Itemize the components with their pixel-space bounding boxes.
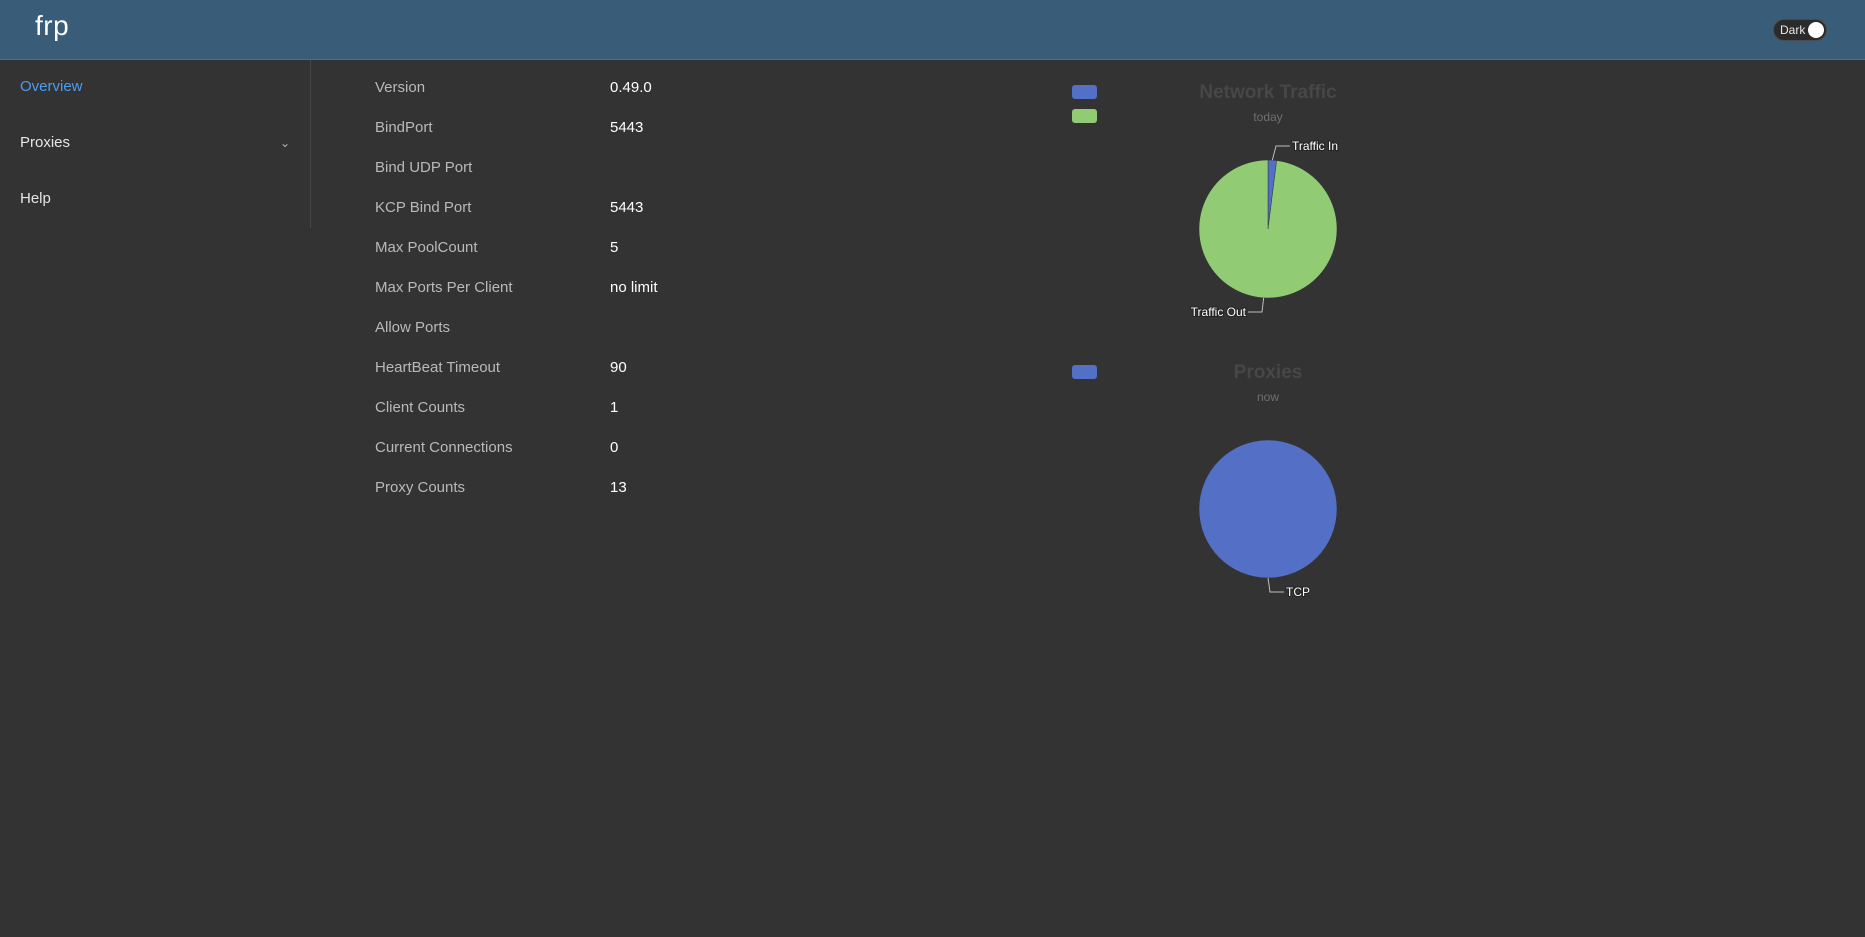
slice-label: Traffic In — [1292, 139, 1338, 153]
info-value: 13 — [610, 479, 627, 496]
top-header: frp Dark — [0, 0, 1865, 60]
info-value: 5443 — [610, 119, 644, 136]
chart-title: Proxies — [1233, 362, 1303, 383]
dark-mode-toggle[interactable]: Dark — [1773, 19, 1827, 41]
dark-mode-label: Dark — [1780, 23, 1806, 37]
info-value: 0.49.0 — [610, 79, 652, 96]
proxies-chart: Proxies now — [1118, 358, 1418, 618]
sidebar-item-proxies[interactable]: Proxies ⌄ — [20, 123, 290, 163]
info-label: KCP Bind Port — [375, 199, 472, 216]
info-label: Current Connections — [375, 439, 513, 456]
info-label: Version — [375, 79, 426, 96]
info-label: Max PoolCount — [375, 239, 478, 256]
network-traffic-pie: Traffic In Traffic Out — [1190, 138, 1339, 320]
sidebar-item-help[interactable]: Help — [20, 179, 290, 219]
proxies-pie: TCP — [1198, 439, 1338, 600]
toggle-knob-icon — [1808, 22, 1824, 38]
pie-slice-traffic-out[interactable] — [1198, 159, 1338, 299]
info-value: 0 — [610, 439, 619, 456]
info-label: Max Ports Per Client — [375, 279, 513, 296]
label-leader-line — [1248, 297, 1265, 313]
info-label: Client Counts — [375, 399, 466, 416]
info-value: 90 — [610, 359, 627, 376]
label-leader-line — [1271, 145, 1290, 161]
app-brand[interactable]: frp — [35, 10, 70, 41]
slice-label: Traffic Out — [1191, 305, 1247, 319]
pie-slice-tcp[interactable] — [1198, 439, 1338, 579]
sidebar: Overview Proxies ⌄ Help — [0, 60, 311, 228]
legend-swatch-tcp[interactable] — [1072, 365, 1097, 379]
chevron-down-icon: ⌄ — [279, 136, 290, 150]
info-label: Proxy Counts — [375, 479, 466, 496]
info-value: no limit — [610, 279, 658, 296]
slice-label: TCP — [1286, 585, 1310, 599]
chart-subtitle: now — [1256, 390, 1279, 404]
chart-title: Network Traffic — [1199, 82, 1337, 103]
info-value: 1 — [610, 399, 619, 416]
legend-swatch-traffic-in[interactable] — [1072, 85, 1097, 99]
sidebar-item-label: Proxies — [20, 134, 71, 151]
label-leader-line — [1267, 577, 1284, 593]
chart-subtitle: today — [1253, 110, 1283, 124]
info-label: Bind UDP Port — [375, 159, 473, 176]
network-traffic-chart: Network Traffic today — [1118, 78, 1418, 338]
info-label: BindPort — [375, 119, 433, 136]
sidebar-item-label: Help — [20, 190, 51, 207]
info-label: Allow Ports — [375, 319, 451, 336]
sidebar-item-overview[interactable]: Overview — [20, 67, 290, 107]
info-value: 5443 — [610, 199, 644, 216]
sidebar-item-label: Overview — [20, 78, 83, 95]
info-value: 5 — [610, 239, 619, 256]
legend-swatch-traffic-out[interactable] — [1072, 109, 1097, 123]
info-label: HeartBeat Timeout — [375, 359, 501, 376]
